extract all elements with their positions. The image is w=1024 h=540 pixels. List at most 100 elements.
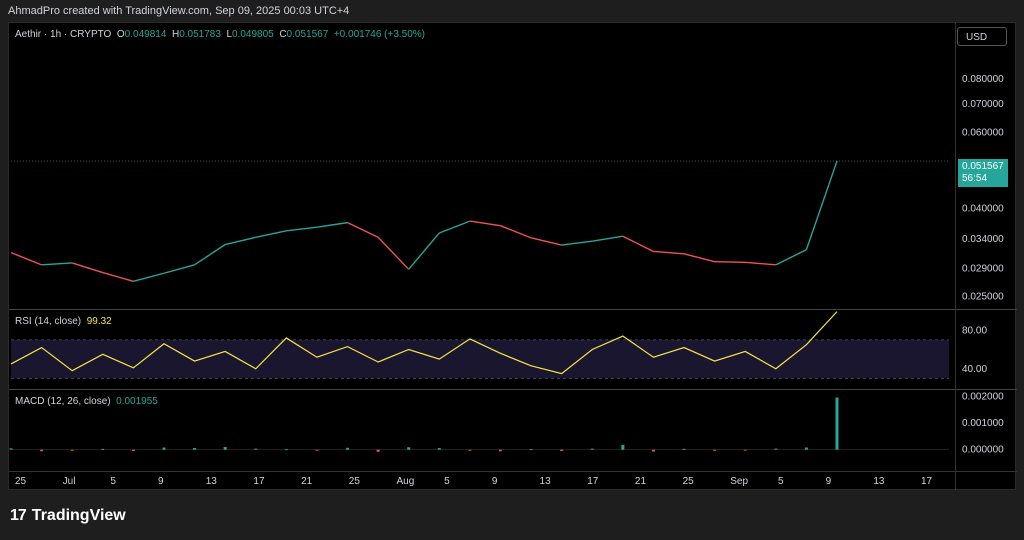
chart-svg[interactable]: 0.080000 0.070000 0.060000 0.040000 0.034000… <box>9 23 1017 491</box>
price-tick-label: 0.025000 <box>962 291 1004 302</box>
macd-tick-label: 0.002000 <box>962 391 1004 402</box>
time-tick-label: 9 <box>492 476 498 487</box>
open-label: O <box>116 29 125 40</box>
price-segment <box>622 235 654 253</box>
macd-legend: MACD (12, 26, close) 0.001955 <box>15 396 158 407</box>
chart-area[interactable]: 0.080000 0.070000 0.060000 0.040000 0.034000… <box>8 22 1017 491</box>
price-segment <box>194 243 226 266</box>
price-segment <box>255 230 287 238</box>
close-value: 0.051567 <box>286 29 329 40</box>
macd-bar <box>713 449 717 451</box>
ohlc-legend: Aethir · 1h · CRYPTO O0.049814 H0.051783… <box>15 29 425 40</box>
macd-bar <box>315 449 319 451</box>
price-segment <box>805 160 838 250</box>
rsi-tick-label: 80.00 <box>962 325 987 336</box>
macd-bar <box>131 449 135 451</box>
macd-bar <box>835 397 839 450</box>
macd-bar <box>346 447 350 450</box>
symbol-label: Aethir · 1h · CRYPTO <box>15 29 112 40</box>
tradingview-logo-icon: 17 <box>10 507 27 524</box>
macd-bar <box>101 448 105 450</box>
macd-bar <box>407 447 411 450</box>
macd-bar <box>529 449 533 451</box>
high-label: H <box>171 29 180 40</box>
price-tick-label: 0.029000 <box>962 264 1004 275</box>
macd-bar <box>284 449 288 451</box>
time-tick-label: 25 <box>349 476 361 487</box>
macd-tick-label: 0.001000 <box>962 418 1004 429</box>
time-tick-label: 13 <box>540 476 552 487</box>
rsi-value: 99.32 <box>86 316 112 327</box>
low-label: L <box>226 29 233 40</box>
rsi-legend: RSI (14, close) 99.32 <box>15 316 112 327</box>
time-tick-label: 9 <box>158 476 164 487</box>
macd-bar <box>804 447 808 450</box>
macd-bar <box>468 449 472 451</box>
macd-bar <box>193 448 197 450</box>
change-value: +0.001746 (+3.50%) <box>333 29 426 40</box>
price-tick-label: 0.040000 <box>962 204 1004 215</box>
macd-bar <box>40 449 44 452</box>
time-tick-label: 5 <box>444 476 450 487</box>
price-segment <box>530 237 562 246</box>
rsi-line <box>10 311 838 375</box>
time-tick-label: Sep <box>730 476 748 487</box>
macd-bar <box>376 449 380 452</box>
time-tick-label: Jul <box>63 476 76 487</box>
time-tick-label: 21 <box>301 476 313 487</box>
currency-button[interactable]: USD <box>957 27 1007 46</box>
time-tick-label: 25 <box>15 476 27 487</box>
price-segment <box>377 236 410 270</box>
price-segment <box>71 262 103 274</box>
macd-bar <box>162 447 166 450</box>
macd-bar <box>498 449 502 452</box>
time-tick-label: 17 <box>587 476 599 487</box>
price-segment <box>347 221 379 238</box>
brand-name: TradingView <box>31 507 126 524</box>
price-segment <box>653 250 685 255</box>
price-segment <box>469 220 501 227</box>
price-segment <box>316 221 348 228</box>
price-segment <box>439 220 471 234</box>
macd-bar <box>682 448 686 450</box>
price-segment <box>224 236 256 246</box>
time-tick-label: 5 <box>110 476 116 487</box>
price-tick-label: 0.060000 <box>962 128 1004 139</box>
macd-bar <box>590 448 594 450</box>
time-tick-label: 25 <box>683 476 695 487</box>
price-segment <box>592 235 623 242</box>
high-value: 0.051783 <box>179 29 221 40</box>
time-tick-label: Aug <box>396 476 414 487</box>
open-value: 0.049814 <box>124 29 167 40</box>
time-tick-label: 17 <box>253 476 265 487</box>
price-segment <box>163 264 195 274</box>
last-price: 0.051567 <box>962 161 1004 173</box>
macd-bar <box>254 448 258 450</box>
price-segment <box>41 262 73 266</box>
macd-label: MACD (12, 26, close) <box>15 396 111 407</box>
macd-value: 0.001955 <box>116 396 158 407</box>
macd-bar <box>560 449 564 451</box>
time-tick-label: 21 <box>635 476 647 487</box>
rsi-label: RSI (14, close) <box>15 316 82 327</box>
price-segment <box>500 225 532 239</box>
chart-header: AhmadPro created with TradingView.com, S… <box>8 5 350 17</box>
time-tick-label: 13 <box>873 476 885 487</box>
price-segment <box>775 249 807 266</box>
time-tick-label: 9 <box>826 476 832 487</box>
price-tick-label: 0.034000 <box>962 234 1004 245</box>
macd-bar <box>70 449 74 451</box>
price-tick-label: 0.070000 <box>962 99 1004 110</box>
macd-bar <box>743 449 747 451</box>
last-price-tag: 0.051567 56:54 <box>958 159 1008 188</box>
rsi-band <box>11 339 949 379</box>
macd-bar <box>621 444 625 450</box>
price-segment <box>286 226 318 232</box>
price-segment <box>561 240 593 246</box>
price-tick-label: 0.080000 <box>962 74 1004 85</box>
macd-bar <box>9 448 13 450</box>
low-value: 0.049805 <box>232 29 274 40</box>
tradingview-brand: 17 TradingView <box>10 507 126 525</box>
time-tick-label: 17 <box>921 476 933 487</box>
time-tick-label: 13 <box>206 476 218 487</box>
